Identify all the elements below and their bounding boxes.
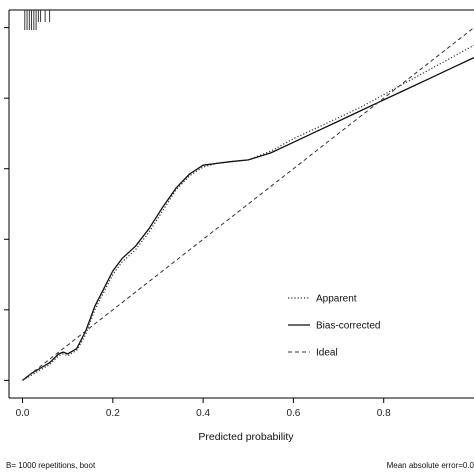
x-tick-label-2: 0.4 bbox=[196, 408, 210, 419]
x-tick-label-4: 0.8 bbox=[377, 408, 391, 419]
plot-frame bbox=[8, 9, 474, 399]
legend-ideal-label: Ideal bbox=[316, 348, 338, 359]
series-ideal-line bbox=[22, 27, 474, 381]
x-axis-label: Predicted probability bbox=[198, 431, 294, 443]
x-tick-label-3: 0.6 bbox=[286, 408, 300, 419]
series-bias-corrected-line bbox=[22, 57, 474, 381]
series-apparent-line bbox=[22, 44, 474, 381]
x-tick-label-0: 0.0 bbox=[16, 408, 30, 419]
y-axis-ticks bbox=[4, 27, 9, 381]
footnote-left: B= 1000 repetitions, boot bbox=[6, 461, 96, 470]
legend: Apparent Bias-corrected Ideal bbox=[288, 294, 380, 359]
x-tick-label-1: 0.2 bbox=[106, 408, 120, 419]
legend-apparent-label: Apparent bbox=[316, 294, 357, 305]
legend-bias-corrected-label: Bias-corrected bbox=[316, 321, 380, 332]
x-axis-ticks: 0.0 0.2 0.4 0.6 0.8 bbox=[16, 398, 391, 419]
calibration-lines bbox=[22, 27, 474, 381]
rug-ticks bbox=[24, 10, 51, 30]
footnote-right: Mean absolute error=0.0 bbox=[387, 461, 474, 470]
